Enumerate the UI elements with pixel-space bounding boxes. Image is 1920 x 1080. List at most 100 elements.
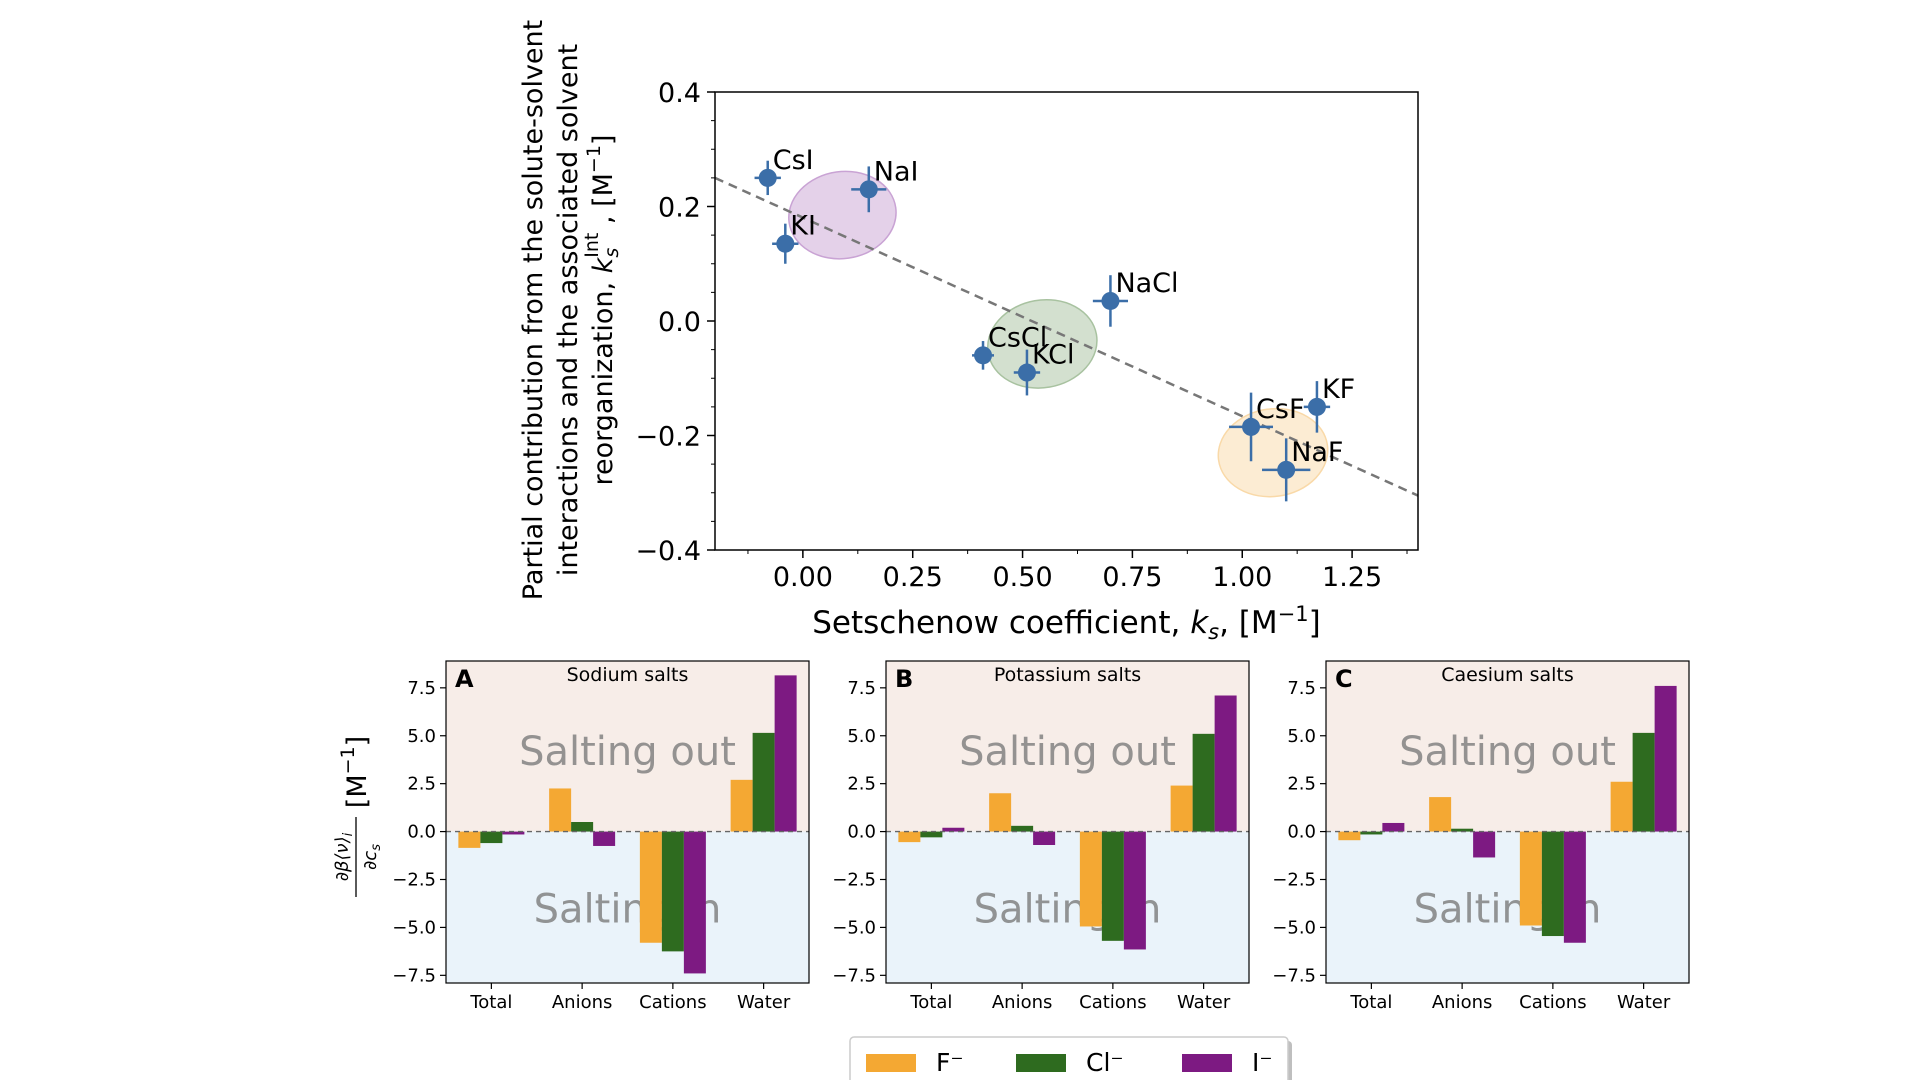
text-span: ] — [588, 135, 619, 146]
bar — [1541, 831, 1564, 937]
bar — [942, 827, 965, 832]
y-tick-label: −2.5 — [832, 870, 876, 891]
text-span: ] — [1309, 605, 1321, 641]
y-tick-label: −0.2 — [635, 422, 701, 453]
ylabel-denominator: ∂cs — [360, 844, 384, 870]
text-span: , [M — [588, 173, 619, 233]
x-tick-label: Anions — [1432, 992, 1493, 1013]
y-axis-title-line1: Partial contribution from the solute-sol… — [518, 20, 549, 600]
text-span: ∂β⟨ν⟩ — [332, 836, 353, 881]
ylabel-numerator: ∂β⟨ν⟩i — [332, 832, 356, 881]
y-axis-title-line3: reorganization, ksInt , [M−1] — [581, 135, 623, 486]
text-span: Setschenow coefficient, — [812, 605, 1190, 641]
text-span: ] — [342, 736, 373, 747]
x-tick-label: Water — [1177, 992, 1231, 1013]
salting-in-region — [446, 831, 809, 983]
x-tick-label: 0.50 — [993, 562, 1053, 593]
text-span: s — [601, 248, 623, 258]
x-tick-label: Cations — [1079, 992, 1146, 1013]
y-tick-label: −5.0 — [1272, 917, 1316, 938]
bar — [1610, 781, 1633, 832]
y-tick-label: 0.0 — [1287, 822, 1316, 843]
bar — [639, 831, 662, 943]
legend-swatch — [866, 1054, 916, 1072]
salting-out-label: Salting out — [519, 729, 736, 775]
y-tick-label: 0.0 — [407, 822, 436, 843]
x-tick-label: Total — [469, 992, 512, 1013]
bar-frame — [885, 660, 1250, 984]
point-label: NaCl — [1115, 268, 1178, 299]
bar-frame — [445, 660, 810, 984]
text-span: [M — [342, 774, 373, 808]
bar — [1170, 785, 1193, 832]
bar — [458, 831, 481, 848]
y-tick-label: 2.5 — [407, 774, 436, 795]
legend-swatch — [1182, 1054, 1232, 1072]
y-tick-label: 0.4 — [658, 78, 701, 109]
bar — [774, 675, 797, 832]
text-span: s — [369, 844, 384, 851]
y-tick-label: 0.0 — [847, 822, 876, 843]
y-axis-title-line2: interactions and the associated solvent — [553, 44, 584, 576]
bar — [920, 831, 943, 838]
bar — [1632, 732, 1655, 832]
y-tick-label: −7.5 — [392, 965, 436, 986]
bar — [683, 831, 706, 974]
y-tick-label: −0.4 — [635, 536, 701, 567]
x-tick-label: Cations — [639, 992, 706, 1013]
x-tick-label: Total — [909, 992, 952, 1013]
y-tick-label: 7.5 — [407, 678, 436, 699]
y-tick-label: −5.0 — [832, 917, 876, 938]
text-span: , [M — [1219, 605, 1278, 641]
panel-letter: A — [455, 665, 474, 693]
salting-out-label: Salting out — [959, 729, 1176, 775]
y-tick-label: 0.0 — [658, 307, 701, 338]
y-tick-label: −2.5 — [392, 870, 436, 891]
salting-in-region — [886, 831, 1249, 983]
y-axis-title: Partial contribution from the solute-sol… — [518, 20, 623, 600]
legend: F⁻ Cl⁻ I⁻ — [849, 1036, 1292, 1080]
bar — [549, 788, 572, 832]
text-span: −1 — [337, 746, 359, 774]
x-tick-label: Cations — [1519, 992, 1586, 1013]
panel-letter: C — [1335, 665, 1353, 693]
panel-title: Sodium salts — [567, 664, 689, 686]
data-point — [974, 346, 993, 365]
bar — [571, 822, 594, 832]
data-point — [1017, 363, 1036, 382]
legend-swatch — [1016, 1054, 1066, 1072]
bar — [480, 831, 503, 844]
x-tick-label: 0.00 — [773, 562, 833, 593]
bar — [1360, 831, 1383, 835]
y-tick-label: 0.2 — [658, 193, 701, 224]
text-span: i — [341, 832, 356, 836]
x-tick-label: Total — [1349, 992, 1392, 1013]
fit-line — [715, 176, 1418, 497]
ylabel-unit: [M−1] — [337, 736, 373, 808]
bar — [1123, 831, 1146, 950]
legend-label: I⁻ — [1252, 1048, 1273, 1077]
bar — [1382, 822, 1405, 832]
data-point — [859, 180, 878, 199]
point-label: KCl — [1032, 340, 1075, 371]
legend-box — [849, 1036, 1289, 1080]
y-tick-label: 2.5 — [1287, 774, 1316, 795]
bar-frame — [1325, 660, 1690, 984]
bar — [1519, 831, 1542, 926]
bar — [730, 779, 753, 832]
y-tick-label: 5.0 — [407, 726, 436, 747]
text-span: reorganization, — [588, 273, 619, 485]
point-label: CsCl — [988, 322, 1047, 353]
bar-y-axis-title: ∂β⟨ν⟩i∂cs[M−1] — [332, 736, 384, 897]
text-span: −1 — [583, 145, 605, 173]
point-label: KI — [790, 211, 816, 242]
bar — [1429, 797, 1452, 832]
data-point — [758, 168, 777, 187]
data-point — [1307, 397, 1326, 416]
text-span: Int — [581, 233, 603, 258]
